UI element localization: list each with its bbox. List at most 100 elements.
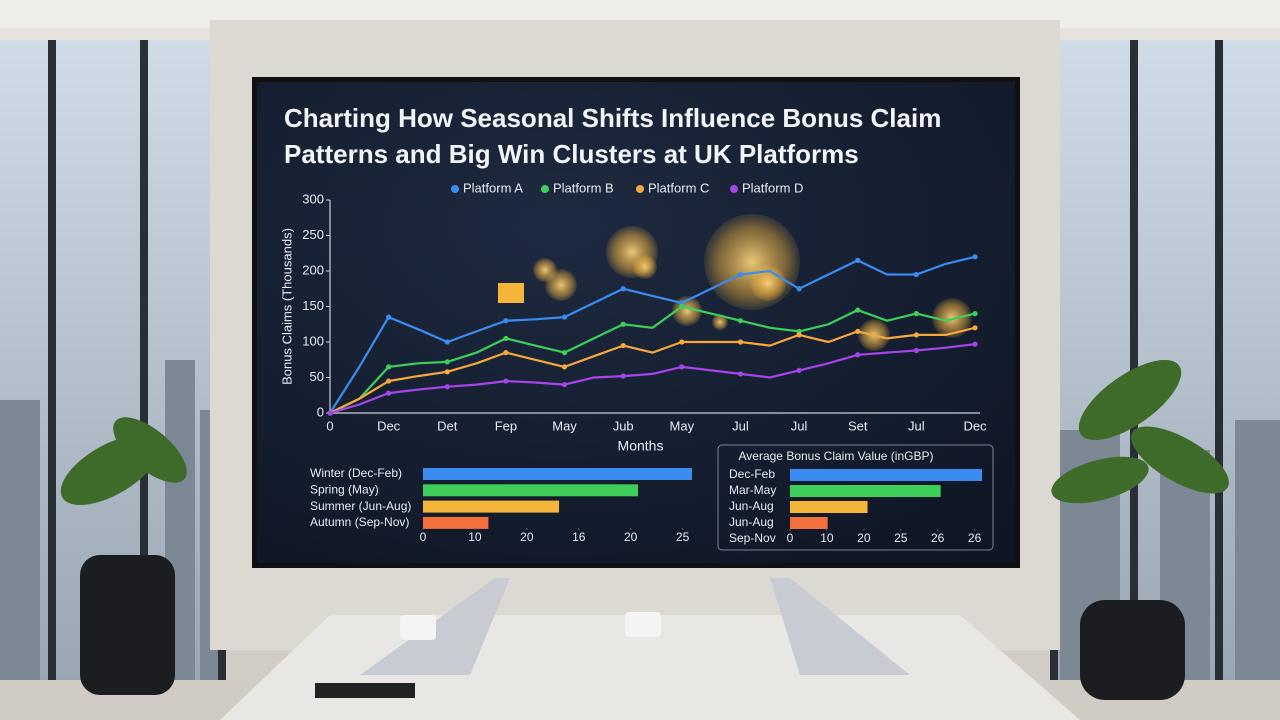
y-tick-label: 150	[302, 298, 324, 313]
x-tick-label: 0	[326, 418, 333, 433]
bar	[423, 516, 489, 529]
category-label: Jun-Aug	[729, 499, 774, 513]
x-tick-label: Dec	[963, 418, 987, 433]
point	[972, 341, 978, 347]
point	[444, 369, 450, 375]
big-win-clusters	[533, 214, 972, 351]
point	[386, 390, 392, 396]
x-tick-label: 20	[520, 530, 534, 544]
point	[561, 314, 568, 320]
y-tick-label: 50	[310, 369, 324, 384]
point	[972, 311, 978, 317]
x-tick-label: Dec	[377, 418, 401, 433]
x-tick-label: 10	[468, 530, 482, 544]
plant-leaves	[60, 359, 1229, 505]
category-label: Dec-Feb	[729, 467, 775, 481]
x-tick-label: May	[552, 418, 577, 433]
series-line	[329, 305, 976, 414]
point	[679, 339, 685, 345]
x-tick-label: 26	[931, 531, 945, 545]
notebook	[315, 683, 415, 698]
bar	[790, 501, 868, 513]
x-tick-label: Jul	[908, 418, 925, 433]
chart-title: Charting How Seasonal Shifts Influence B…	[284, 103, 942, 169]
y-axis-label: Bonus Claims (Thousands)	[279, 228, 294, 385]
series-line	[329, 343, 976, 415]
legend-label: Platform D	[742, 180, 803, 195]
gift-icon	[498, 283, 524, 303]
laptop-right	[770, 578, 910, 675]
bar	[790, 517, 828, 529]
legend-label: Platform B	[553, 180, 614, 195]
bar	[790, 469, 982, 481]
point	[561, 350, 568, 356]
bar	[423, 468, 692, 480]
cup-left	[400, 615, 436, 640]
point	[796, 286, 802, 292]
legend-swatch	[451, 185, 459, 193]
panel-title: Average Bonus Claim Value (inGBP)	[739, 449, 934, 463]
point	[444, 359, 450, 365]
y-tick-label: 0	[317, 404, 324, 419]
y-tick-label: 250	[302, 227, 324, 242]
x-tick-label: 25	[894, 531, 908, 545]
point	[737, 371, 744, 377]
point	[503, 378, 509, 384]
point	[386, 364, 392, 370]
y-tick-label: 100	[302, 333, 324, 348]
category-label: Mar-May	[729, 483, 776, 497]
point	[855, 257, 861, 263]
point	[972, 254, 978, 260]
point	[327, 410, 333, 416]
point	[796, 367, 802, 373]
point	[620, 321, 626, 327]
legend-swatch	[636, 185, 644, 193]
point	[737, 318, 744, 324]
series-line	[329, 255, 976, 414]
planter-right	[1080, 600, 1185, 700]
point	[737, 271, 744, 278]
y-tick-label: 200	[302, 262, 324, 277]
point	[679, 303, 685, 310]
point	[561, 382, 568, 388]
point	[444, 384, 450, 390]
point	[855, 307, 861, 313]
point	[913, 271, 919, 278]
point	[444, 339, 450, 345]
category-label: Summer (Jun-Aug)	[310, 499, 411, 513]
x-tick-label: 10	[820, 531, 834, 545]
category-label: Spring (May)	[310, 482, 379, 496]
x-tick-label: 0	[420, 530, 427, 544]
bar	[423, 500, 560, 513]
point	[386, 378, 392, 384]
bar	[790, 485, 941, 497]
x-axis-label: Months	[618, 438, 664, 454]
x-tick-label: Fep	[495, 418, 517, 433]
legend-label: Platform A	[463, 180, 523, 195]
x-tick-label: 25	[676, 530, 690, 544]
point	[796, 332, 802, 338]
point	[855, 352, 861, 358]
point	[855, 328, 861, 334]
point	[679, 364, 685, 370]
x-tick-label: 20	[857, 531, 871, 545]
x-tick-label: Jub	[613, 418, 634, 433]
x-tick-label: Set	[848, 418, 868, 433]
planter-left	[80, 555, 175, 695]
series-line	[329, 326, 976, 414]
point	[503, 335, 509, 342]
point	[913, 347, 919, 354]
point	[561, 364, 568, 370]
x-tick-label: 16	[572, 530, 586, 544]
point	[503, 350, 509, 356]
x-tick-label: 0	[787, 531, 794, 545]
category-label: Sep-Nov	[729, 531, 776, 545]
x-tick-label: 20	[624, 530, 638, 544]
legend-swatch	[730, 185, 738, 193]
x-tick-label: Jul	[732, 418, 749, 433]
point	[913, 311, 919, 317]
category-label: Jun-Aug	[729, 515, 774, 529]
x-tick-label: 26	[968, 531, 982, 545]
